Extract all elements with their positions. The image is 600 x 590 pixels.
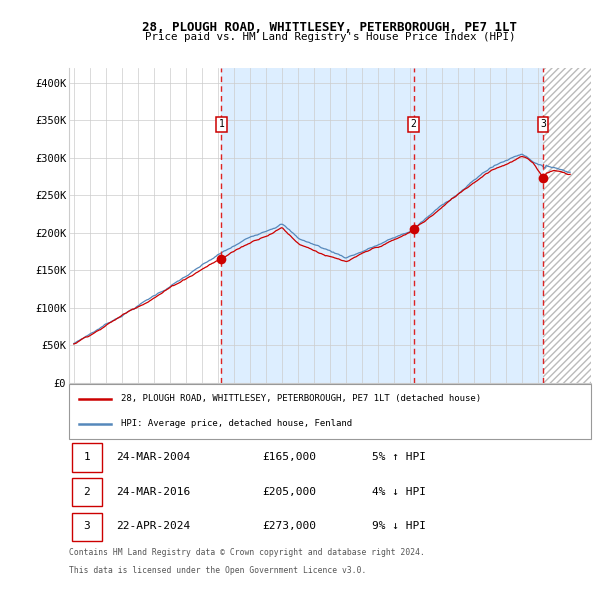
FancyBboxPatch shape <box>69 384 591 438</box>
Text: 1: 1 <box>83 452 90 462</box>
Text: 24-MAR-2016: 24-MAR-2016 <box>116 487 190 497</box>
Text: 28, PLOUGH ROAD, WHITTLESEY, PETERBOROUGH, PE7 1LT: 28, PLOUGH ROAD, WHITTLESEY, PETERBOROUG… <box>143 21 517 34</box>
Bar <box>543 68 591 383</box>
Text: Contains HM Land Registry data © Crown copyright and database right 2024.: Contains HM Land Registry data © Crown c… <box>69 549 425 558</box>
Text: HPI: Average price, detached house, Fenland: HPI: Average price, detached house, Fenl… <box>121 419 352 428</box>
Text: 2: 2 <box>83 487 90 497</box>
Text: 28, PLOUGH ROAD, WHITTLESEY, PETERBOROUGH, PE7 1LT (detached house): 28, PLOUGH ROAD, WHITTLESEY, PETERBOROUG… <box>121 394 481 404</box>
Text: 24-MAR-2004: 24-MAR-2004 <box>116 452 190 462</box>
Text: This data is licensed under the Open Government Licence v3.0.: This data is licensed under the Open Gov… <box>69 566 367 575</box>
Text: 3: 3 <box>540 119 546 129</box>
Text: Price paid vs. HM Land Registry's House Price Index (HPI): Price paid vs. HM Land Registry's House … <box>145 32 515 42</box>
FancyBboxPatch shape <box>71 513 102 541</box>
Text: £273,000: £273,000 <box>262 522 316 532</box>
Text: 22-APR-2024: 22-APR-2024 <box>116 522 190 532</box>
Text: 9% ↓ HPI: 9% ↓ HPI <box>372 522 426 532</box>
Text: 4% ↓ HPI: 4% ↓ HPI <box>372 487 426 497</box>
Text: 3: 3 <box>83 522 90 532</box>
Bar <box>221 68 543 383</box>
FancyBboxPatch shape <box>71 443 102 471</box>
Text: 1: 1 <box>218 119 224 129</box>
Text: 5% ↑ HPI: 5% ↑ HPI <box>372 452 426 462</box>
Text: 2: 2 <box>410 119 416 129</box>
FancyBboxPatch shape <box>71 478 102 506</box>
Text: £165,000: £165,000 <box>262 452 316 462</box>
Text: £205,000: £205,000 <box>262 487 316 497</box>
